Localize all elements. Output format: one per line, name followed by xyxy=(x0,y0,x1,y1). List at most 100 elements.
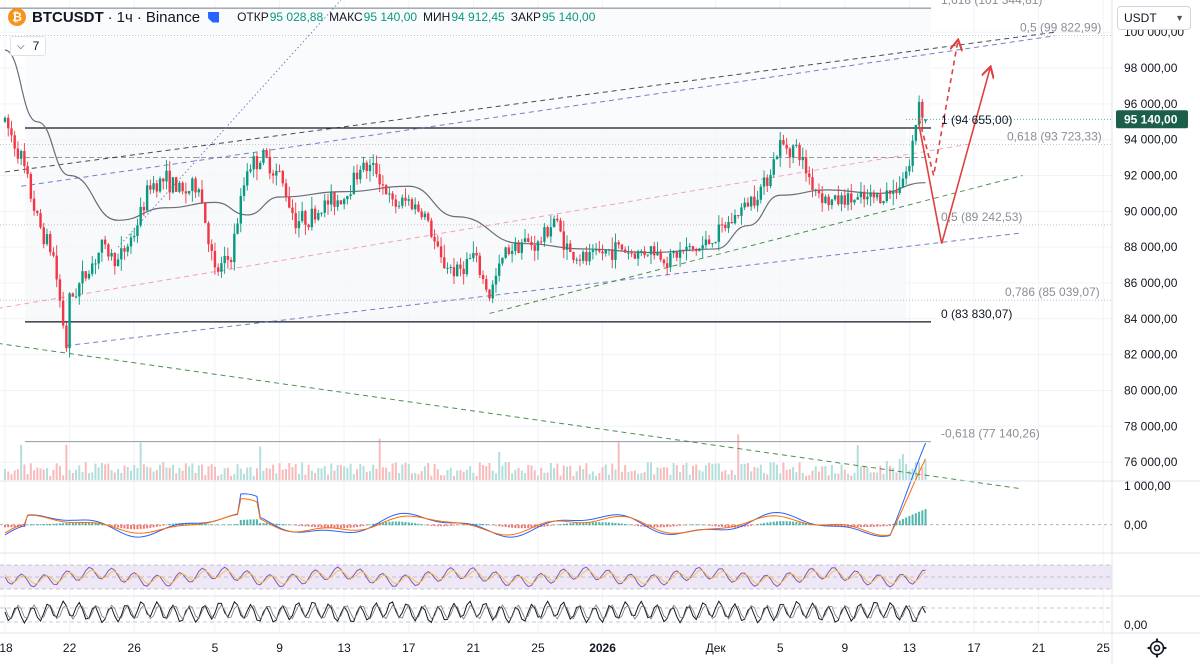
volume-bar xyxy=(788,469,791,480)
histogram-bar xyxy=(730,524,733,528)
histogram-bar xyxy=(7,524,10,528)
volume-bar xyxy=(223,468,226,480)
histogram-bar xyxy=(459,524,462,526)
candle-body xyxy=(795,144,798,146)
osc-tick-label: 1 000,00 xyxy=(1124,479,1171,493)
candle-body xyxy=(623,249,627,253)
histogram-bar xyxy=(71,522,74,526)
histogram-bar xyxy=(743,524,746,527)
candle-body xyxy=(381,184,385,186)
indicators-toggle[interactable]: ⌵ 7 xyxy=(10,36,47,56)
interval-label[interactable]: 1ч xyxy=(116,8,133,26)
volume-bar xyxy=(504,462,507,480)
symbol-name[interactable]: BTCUSDT xyxy=(32,8,104,26)
histogram-bar xyxy=(853,524,856,528)
time-tick-label: 9 xyxy=(276,641,283,655)
volume-bar xyxy=(333,470,336,480)
candle-body xyxy=(284,183,288,197)
histogram-bar xyxy=(249,519,252,526)
volume-bar xyxy=(129,470,132,480)
volume-bar xyxy=(375,468,378,480)
candle-body xyxy=(446,267,449,269)
histogram-bar xyxy=(433,524,436,527)
histogram-bar xyxy=(911,514,914,526)
volume-bar xyxy=(478,462,481,480)
candle-body xyxy=(494,275,498,285)
volume-bar xyxy=(633,470,636,480)
candle-body xyxy=(698,248,701,252)
histogram-bar xyxy=(281,524,284,526)
candle-body xyxy=(97,252,100,264)
histogram-bar xyxy=(779,521,782,526)
candle-body xyxy=(249,169,252,172)
candle-body xyxy=(3,117,7,122)
histogram-bar xyxy=(869,524,872,527)
candle-body xyxy=(675,251,679,258)
histogram-bar xyxy=(847,524,850,528)
candle-body xyxy=(643,250,646,256)
candle-body xyxy=(401,197,404,206)
volume-bar xyxy=(808,475,811,480)
volume-bar xyxy=(672,463,675,480)
histogram-bar xyxy=(168,524,171,526)
histogram-bar xyxy=(553,524,556,526)
histogram-bar xyxy=(204,524,207,526)
volume-bar xyxy=(746,463,749,480)
candle-body xyxy=(278,170,281,172)
volume-bar xyxy=(113,472,116,480)
histogram-bar xyxy=(68,522,71,526)
volume-histogram xyxy=(4,434,927,480)
histogram-bar xyxy=(343,524,346,529)
volume-bar xyxy=(452,475,455,480)
histogram-bar xyxy=(207,524,210,526)
volume-bar xyxy=(801,472,804,480)
volume-bar xyxy=(275,473,278,480)
volume-bar xyxy=(785,469,788,480)
candle-body xyxy=(346,195,349,200)
histogram-bar xyxy=(255,519,258,526)
histogram-bar xyxy=(20,524,23,527)
candle-body xyxy=(530,241,533,246)
ohlc-high-label: МАКС xyxy=(329,10,363,24)
candle-body xyxy=(297,221,301,229)
candle-body xyxy=(646,254,649,256)
volume-bar xyxy=(608,474,611,480)
volume-bar xyxy=(110,470,113,480)
candle-body xyxy=(872,192,876,198)
histogram-bar xyxy=(394,521,397,526)
histogram-bar xyxy=(669,524,672,527)
candle-body xyxy=(352,172,356,195)
histogram-bar xyxy=(113,524,116,527)
time-tick-label: 17 xyxy=(967,641,981,655)
histogram-bar xyxy=(575,522,578,526)
candle-body xyxy=(691,246,695,250)
histogram-bar xyxy=(892,523,895,526)
fib-label: -0,618 (77 140,26) xyxy=(941,427,1040,441)
volume-bar xyxy=(45,468,48,480)
candle-body xyxy=(598,249,601,252)
candle-body xyxy=(620,244,624,250)
volume-bar xyxy=(847,473,850,480)
time-axis[interactable]: 18 22 26 Дек 5 9 13 17 21 25 2026 5 9 13 17 21 25 xyxy=(0,632,1200,655)
candle-body xyxy=(601,251,604,254)
histogram-bar xyxy=(139,524,142,530)
volume-bar xyxy=(675,465,678,480)
volume-bar xyxy=(352,474,355,480)
histogram-bar xyxy=(136,524,139,530)
histogram-bar xyxy=(191,523,194,526)
currency-select[interactable]: USDT ▼ xyxy=(1117,6,1191,30)
lower-tick-label: 0,00 xyxy=(1124,618,1148,632)
ohlc-open-label: ОТКР xyxy=(237,10,269,24)
candle-body xyxy=(323,200,326,213)
gear-icon[interactable] xyxy=(1147,638,1167,658)
candle-body xyxy=(888,190,892,194)
volume-bar xyxy=(637,473,640,480)
forecast-dashed xyxy=(918,41,958,176)
candle-body xyxy=(672,251,675,254)
candle-body xyxy=(785,144,788,149)
volume-bar xyxy=(795,472,798,480)
bookmark-icon[interactable] xyxy=(208,11,220,23)
histogram-bar xyxy=(872,524,875,527)
